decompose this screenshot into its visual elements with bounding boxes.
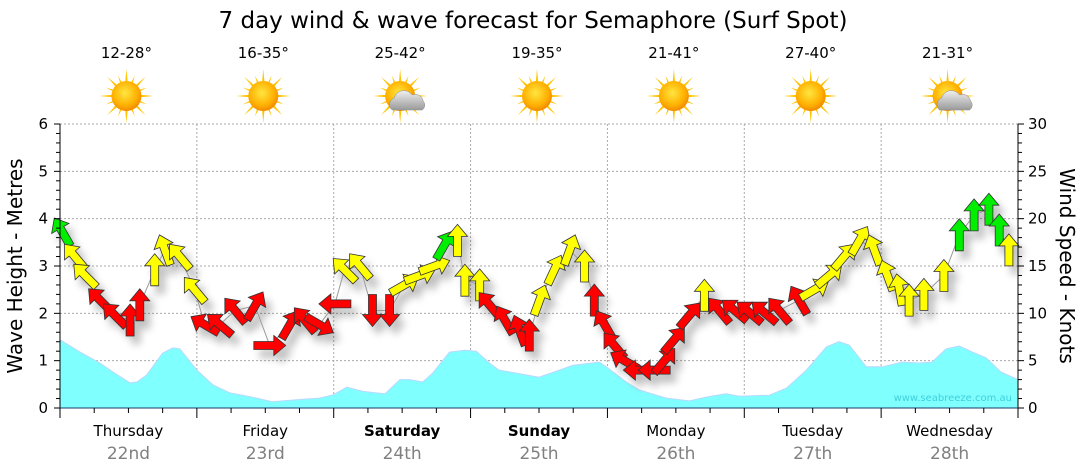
left-tick-label: 4 xyxy=(38,210,48,228)
wind-arrow xyxy=(888,273,910,307)
right-tick-label: 30 xyxy=(1028,115,1047,133)
wind-arrow xyxy=(660,327,685,356)
wind-arrow xyxy=(813,264,843,290)
wind-arrow xyxy=(253,334,287,357)
wind-arrow xyxy=(948,218,971,252)
wind-arrow xyxy=(169,243,194,272)
wind-arrow xyxy=(675,302,701,331)
left-tick-label: 3 xyxy=(38,257,48,275)
sun-disc xyxy=(248,81,279,111)
day-label: Sunday xyxy=(508,422,571,440)
date-label: 24th xyxy=(383,444,422,464)
wind-arrow xyxy=(898,283,920,317)
date-label: 25th xyxy=(519,444,558,464)
sun-cloud-icon xyxy=(373,69,428,123)
temperature-range: 25-42° xyxy=(375,44,426,62)
wind-arrow xyxy=(543,254,566,287)
date-label: 26th xyxy=(656,444,695,464)
wind-arrow xyxy=(190,313,222,337)
day-label: Saturday xyxy=(364,422,441,440)
right-tick-label: 25 xyxy=(1028,162,1047,180)
sun-disc xyxy=(111,81,142,111)
left-axis-title: Wave Height - Metres xyxy=(3,158,27,373)
wind-arrow xyxy=(693,278,716,312)
wind-arrow xyxy=(862,234,885,267)
wind-arrow xyxy=(650,347,676,377)
right-tick-label: 15 xyxy=(1028,257,1047,275)
watermark: www.seabreeze.com.au xyxy=(894,393,1012,404)
day-label: Wednesday xyxy=(906,422,993,440)
temperature-range: 16-35° xyxy=(238,44,289,62)
wind-arrow xyxy=(529,284,552,318)
sun-icon xyxy=(236,69,291,123)
wind-arrow xyxy=(978,192,1000,226)
wind-arrow xyxy=(128,288,151,322)
temperature-range: 12-28° xyxy=(101,44,152,62)
sun-cloud-icon xyxy=(920,69,975,123)
wind-arrow xyxy=(721,299,750,325)
sun-disc xyxy=(522,81,552,111)
wind-arrow xyxy=(583,283,606,317)
sun-disc xyxy=(658,81,689,111)
sun-icon xyxy=(783,69,838,123)
wave-height-area xyxy=(59,338,1019,409)
sun-icon xyxy=(646,69,701,123)
sun-icon xyxy=(510,69,564,123)
right-axis-title: Wind Speed - Knots xyxy=(1055,168,1079,364)
sun-disc xyxy=(795,81,826,111)
date-label: 27th xyxy=(793,444,832,464)
left-tick-label: 0 xyxy=(38,399,48,417)
wind-arrow xyxy=(560,234,582,267)
day-label: Thursday xyxy=(93,422,164,440)
chart-title: 7 day wind & wave forecast for Semaphore… xyxy=(219,8,848,34)
date-label: 22nd xyxy=(107,444,150,464)
temperature-range: 19-35° xyxy=(511,44,562,62)
right-tick-label: 0 xyxy=(1028,399,1038,417)
wind-arrow xyxy=(332,258,360,285)
left-tick-label: 1 xyxy=(38,352,48,370)
right-tick-label: 20 xyxy=(1028,210,1047,228)
wind-arrow xyxy=(349,253,374,282)
wind-arrow xyxy=(73,263,100,291)
sun-icon xyxy=(99,69,154,123)
wind-arrow xyxy=(318,293,352,315)
wind-arrow xyxy=(573,249,596,283)
temperature-range: 21-41° xyxy=(648,44,699,62)
day-label: Monday xyxy=(646,422,705,440)
wind-arrow xyxy=(933,258,955,292)
wind-arrow xyxy=(963,198,985,232)
wind-arrow xyxy=(768,297,794,326)
right-tick-label: 5 xyxy=(1028,352,1038,370)
wind-arrow xyxy=(913,277,935,311)
right-tick-label: 10 xyxy=(1028,304,1047,322)
date-label: 23rd xyxy=(246,444,285,464)
wind-arrow xyxy=(518,318,541,352)
temperature-range: 27-40° xyxy=(785,44,836,62)
cloud-shape xyxy=(389,90,425,111)
wind-arrow xyxy=(143,253,166,287)
date-label: 28th xyxy=(930,444,969,464)
wind-arrow xyxy=(242,291,267,323)
wind-arrow xyxy=(206,314,236,339)
wind-arrow xyxy=(183,276,209,306)
left-tick-label: 6 xyxy=(38,115,48,133)
left-tick-label: 5 xyxy=(38,162,48,180)
day-label: Friday xyxy=(243,422,289,440)
left-tick-label: 2 xyxy=(38,304,48,322)
wind-arrow xyxy=(751,301,780,327)
wind-arrow xyxy=(446,223,469,257)
wind-arrow xyxy=(153,234,175,267)
wind-arrow xyxy=(224,297,250,326)
day-label: Tuesday xyxy=(781,422,843,440)
temperature-range: 21-31° xyxy=(922,44,973,62)
wind-arrow xyxy=(378,294,401,328)
cloud-shape xyxy=(936,90,973,111)
wind-arrow xyxy=(303,312,334,336)
